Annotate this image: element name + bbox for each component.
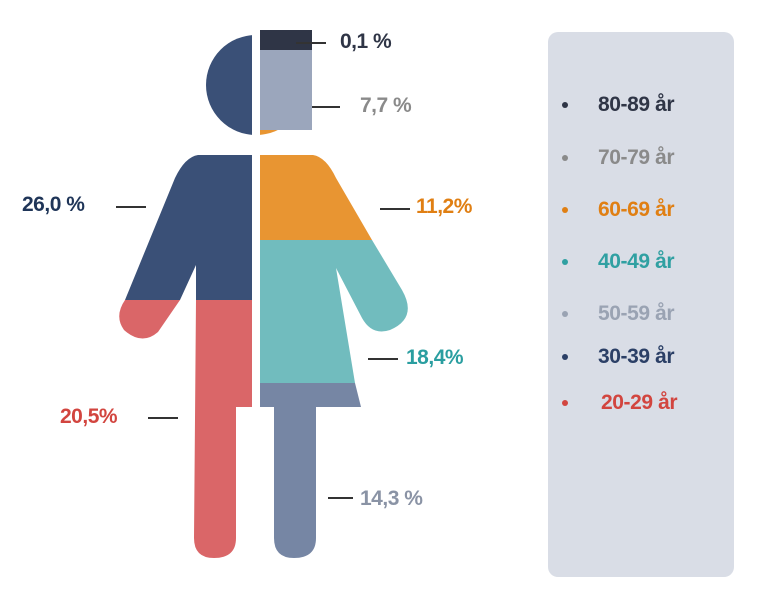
legend-label: 30-39 år — [598, 345, 675, 368]
legend-label: 20-29 år — [601, 391, 678, 414]
label-14-3: 14,3 % — [360, 487, 423, 510]
legend-item: 40-49 år — [548, 247, 734, 277]
legend-item: 70-79 år — [548, 143, 734, 173]
label-20-5: 20,5% — [60, 405, 118, 428]
man-hand-segment — [119, 300, 180, 339]
leader-line-14-3 — [328, 497, 353, 499]
legend-dot — [562, 400, 568, 406]
legend-item: 50-59 år — [548, 299, 734, 329]
legend-label: 40-49 år — [598, 250, 675, 273]
woman-leg-segment — [260, 383, 361, 558]
legend-dot — [562, 259, 568, 265]
woman-top-segment — [260, 155, 372, 240]
figure-svg — [119, 30, 408, 558]
leader-line-7-7 — [312, 106, 340, 108]
label-11-2: 11,2% — [416, 195, 472, 218]
leader-line-11-2 — [380, 208, 410, 210]
head-right-segment-80-89 — [260, 30, 312, 50]
head-left-segment — [206, 35, 252, 135]
legend-item: 60-69 år — [548, 195, 734, 225]
leader-line-0-1 — [296, 42, 326, 44]
legend-label: 60-69 år — [598, 198, 675, 221]
legend-label: 70-79 år — [598, 146, 675, 169]
legend-dot — [562, 354, 568, 360]
woman-dress-segment — [260, 240, 408, 383]
legend-label: 50-59 år — [598, 302, 675, 325]
legend-panel: 80-89 år 70-79 år 60-69 år 40-49 år 50-5… — [548, 32, 734, 577]
legend-dot — [562, 311, 568, 317]
man-torso-segment — [125, 155, 252, 300]
label-7-7: 7,7 % — [360, 94, 412, 117]
legend-dot — [562, 207, 568, 213]
label-18-4: 18,4% — [406, 346, 464, 369]
man-leg-segment — [194, 300, 252, 558]
leader-line-26-0 — [116, 206, 146, 208]
person-figure-chart: 0,1 % 7,7 % 26,0 % 11,2% 18,4% 20,5% 14,… — [22, 30, 472, 558]
legend-item: 30-39 år — [548, 342, 734, 372]
legend-dot — [562, 102, 568, 108]
legend-item: 20-29 år — [548, 388, 734, 418]
leader-line-20-5 — [148, 417, 178, 419]
legend-item: 80-89 år — [548, 90, 734, 120]
label-0-1: 0,1 % — [340, 30, 392, 53]
legend-label: 80-89 år — [598, 93, 675, 116]
label-26-0: 26,0 % — [22, 193, 85, 216]
leader-line-18-4 — [368, 358, 398, 360]
legend-dot — [562, 155, 568, 161]
